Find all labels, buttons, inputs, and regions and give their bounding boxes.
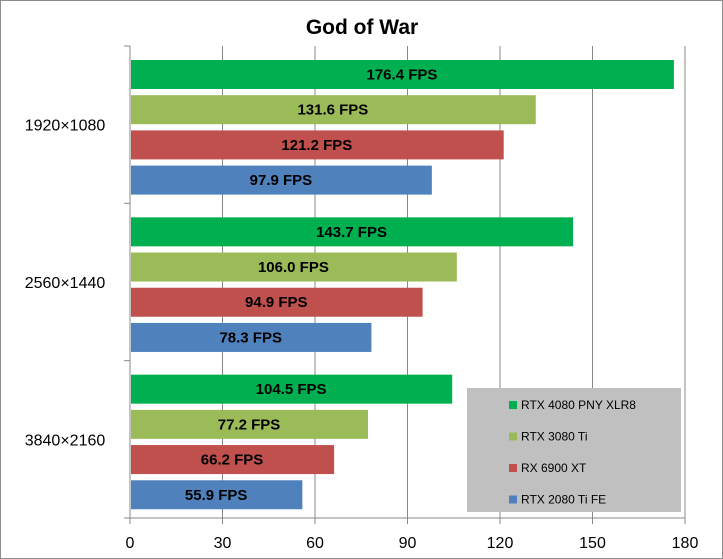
- tick-label-x-30: 30: [214, 535, 232, 552]
- bar-1920-1080-series-3: [131, 165, 432, 195]
- chart-title: God of War: [306, 16, 418, 39]
- data-label-1920-1080-series-0: 176.4 FPS: [367, 67, 438, 84]
- tick-label-x-150: 150: [579, 535, 606, 552]
- legend-label-2: RX 6900 XT: [521, 461, 587, 475]
- data-label-1920-1080-series-2: 121.2 FPS: [281, 137, 352, 154]
- data-label-2560-1440-series-1: 106.0 FPS: [258, 259, 329, 276]
- data-label-1920-1080-series-1: 131.6 FPS: [297, 102, 368, 119]
- legend-label-3: RTX 2080 Ti FE: [521, 493, 606, 507]
- data-label-3840-2160-series-2: 66.2 FPS: [201, 452, 264, 469]
- data-labels: 176.4 FPS 131.6 FPS 121.2 FPS 97.9 FPS 143.7…: [185, 67, 437, 504]
- data-label-3840-2160-series-0: 104.5 FPS: [256, 381, 327, 398]
- data-label-2560-1440-series-0: 143.7 FPS: [316, 224, 387, 241]
- data-label-1920-1080-series-3: 97.9 FPS: [250, 172, 313, 189]
- category-label-1920-1080: 1920×1080: [25, 118, 106, 135]
- bar-2560-1440-series-2: [131, 287, 423, 317]
- category-label-3840-2160: 3840×2160: [25, 432, 106, 449]
- legend-swatch-2: [509, 464, 517, 472]
- legend-swatch-1: [509, 432, 517, 441]
- tick-label-x-60: 60: [306, 535, 324, 552]
- data-label-2560-1440-series-3: 78.3 FPS: [219, 329, 282, 346]
- data-label-3840-2160-series-3: 55.9 FPS: [185, 487, 248, 504]
- bar-3840-2160-series-0: [131, 374, 453, 404]
- tick-label-x-120: 120: [487, 535, 514, 552]
- tick-label-x-90: 90: [399, 535, 417, 552]
- bar-3840-2160-series-3: [131, 480, 303, 510]
- legend-label-1: RTX 3080 Ti: [521, 430, 587, 444]
- bar-1920-1080-series-2: [131, 130, 504, 160]
- bar-3840-2160-series-1: [131, 409, 369, 439]
- axes: 0 30 60 90 120 150 180 1920×1080 2560×1440 3840×2…: [25, 45, 699, 552]
- bar-2560-1440-series-1: [131, 252, 457, 282]
- bar-1920-1080-series-0: [131, 60, 674, 89]
- legend-label-0: RTX 4080 PNY XLR8: [521, 398, 636, 412]
- bars: [131, 60, 674, 510]
- category-label-2560-1440: 2560×1440: [25, 275, 106, 292]
- bar-1920-1080-series-1: [131, 95, 536, 125]
- legend-box: [467, 388, 681, 512]
- data-label-2560-1440-series-2: 94.9 FPS: [245, 294, 308, 311]
- gridlines: [222, 46, 686, 518]
- bar-2560-1440-series-3: [131, 322, 372, 352]
- tick-label-x-180: 180: [672, 535, 699, 552]
- legend-swatch-0: [509, 401, 517, 409]
- data-label-3840-2160-series-1: 77.2 FPS: [218, 416, 281, 433]
- legend: RTX 4080 PNY XLR8 RTX 3080 Ti RX 6900 XT RT…: [467, 388, 681, 512]
- legend-swatch-3: [509, 495, 517, 504]
- bar-3840-2160-series-2: [131, 445, 335, 475]
- tick-label-x-0: 0: [126, 535, 135, 552]
- bar-2560-1440-series-0: [131, 217, 574, 247]
